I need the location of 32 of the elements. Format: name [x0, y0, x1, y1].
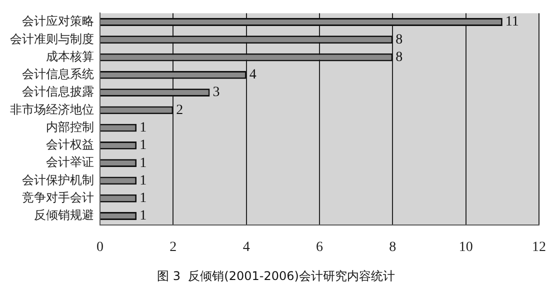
data-label: 1 [140, 138, 147, 154]
y-tick-label: 成本核算 [46, 49, 94, 64]
y-tick-label: 非市场经济地位 [10, 102, 94, 116]
y-tick-label: 会计应对策略 [22, 14, 94, 28]
y-tick-label: 会计举证 [46, 155, 94, 170]
data-label: 8 [396, 32, 403, 48]
y-tick-label: 会计权益 [46, 138, 94, 152]
x-tick-label: 2 [170, 240, 177, 255]
x-tick-label: 4 [242, 240, 250, 255]
y-tick-label: 会计准则与制度 [10, 32, 94, 46]
data-label: 1 [140, 156, 147, 171]
y-tick-label: 会计信息系统 [22, 67, 94, 82]
y-tick-label: 会计保护机制 [22, 172, 94, 187]
y-tick-label: 竞争对手会计 [22, 190, 94, 204]
x-tick-label: 10 [458, 240, 473, 255]
y-tick-label: 内部控制 [46, 120, 94, 134]
data-label: 1 [140, 191, 147, 206]
data-label: 11 [505, 14, 519, 30]
x-tick-label: 0 [96, 240, 104, 255]
data-label: 1 [140, 120, 147, 136]
data-label: 2 [176, 102, 184, 118]
x-tick-label: 8 [389, 240, 396, 255]
text: 图 3 反倾销(2001-2006)会计研究内容统计 [157, 268, 395, 283]
data-label: 1 [140, 208, 147, 224]
data-label: 1 [140, 173, 147, 188]
data-label: 4 [249, 68, 256, 83]
x-tick-label: 12 [532, 240, 546, 255]
data-label: 3 [212, 85, 220, 100]
x-tick-label: 6 [316, 240, 323, 255]
data-label: 8 [396, 50, 403, 65]
y-tick-label: 会计信息披露 [22, 84, 94, 99]
y-tick-label: 反倾销规避 [34, 208, 94, 222]
